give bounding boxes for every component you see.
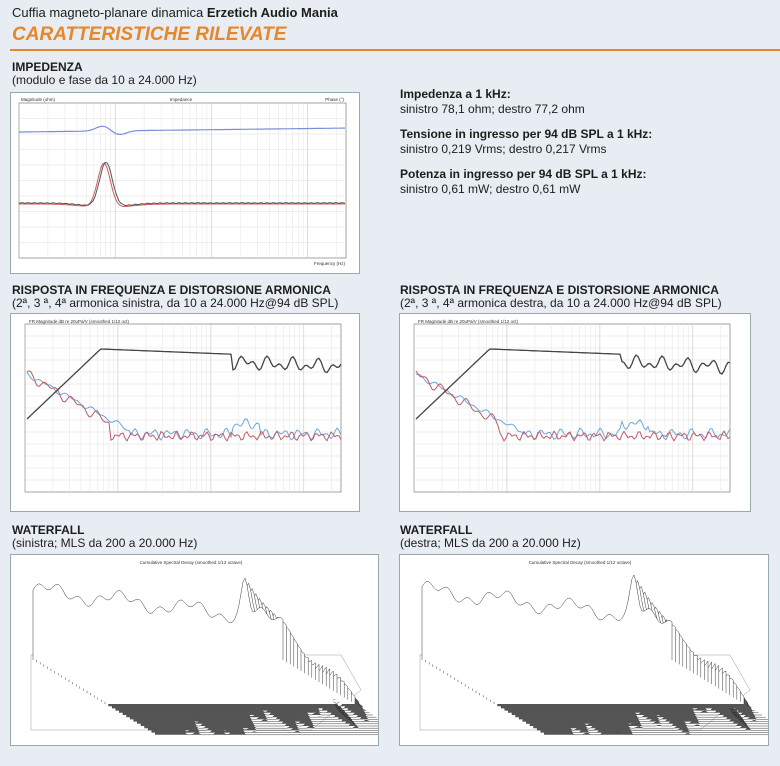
chart-label: Cumulative Spectral Decay (smoothed 1/12… — [529, 560, 632, 565]
curve — [421, 574, 673, 660]
measurement-label: Impedenza a 1 kHz: — [400, 87, 511, 101]
section-heading: IMPEDENZA — [12, 60, 83, 74]
curve — [26, 372, 342, 441]
subtitle-text: Cuffia magneto-planare dinamica — [12, 5, 204, 20]
chart-label: Impedance — [170, 97, 193, 102]
section-caption: (sinistra; MLS da 200 a 20.000 Hz) — [12, 536, 198, 550]
measurement-label: Tensione in ingresso per 94 dB SPL a 1 k… — [400, 127, 653, 141]
header-subtitle: Cuffia magneto-planare dinamica Erzetich… — [12, 5, 338, 20]
section-caption: (2ª, 3 ª, 4ª armonica sinistra, da 10 a … — [12, 296, 339, 310]
curve — [415, 348, 731, 420]
section-heading: WATERFALL — [400, 523, 473, 537]
curve — [26, 348, 342, 420]
chart-drawing: FR Magnitude dB re 20uPa/V (smoothed 1/1… — [24, 319, 342, 493]
section-heading: WATERFALL — [12, 523, 85, 537]
fr-chart: FR Magnitude dB re 20uPa/V (smoothed 1/1… — [399, 313, 751, 512]
chart-drawing: Cumulative Spectral Decay (smoothed 1/12… — [419, 560, 768, 736]
waterfall-chart: Cumulative Spectral Decay (smoothed 1/12… — [10, 554, 379, 746]
curve — [18, 161, 346, 207]
curve — [540, 712, 768, 733]
chart-drawing: FR Magnitude dB re 20uPa/V (smoothed 1/1… — [413, 319, 731, 493]
brand: Erzetich Audio Mania — [206, 5, 338, 20]
chart-drawing: Magnitude (ohm) Impedance Phase (°) Frequen… — [18, 97, 347, 266]
chart-label: Frequency (Hz) — [314, 261, 346, 266]
curve — [19, 163, 345, 208]
curve — [415, 370, 731, 442]
chart-label: Cumulative Spectral Decay (smoothed 1/12… — [140, 560, 243, 565]
measurement: Impedenza a 1 kHz: sinistro 78,1 ohm; des… — [400, 87, 585, 117]
measurement: Potenza in ingresso per 94 dB SPL a 1 kH… — [400, 167, 647, 197]
chart-label: Magnitude (ohm) — [21, 97, 56, 102]
section-heading: RISPOSTA IN FREQUENZA E DISTORSIONE ARMO… — [12, 283, 331, 297]
measurement: Tensione in ingresso per 94 dB SPL a 1 k… — [400, 127, 652, 157]
measurement-value: sinistro 0,219 Vrms; destro 0,217 Vrms — [400, 142, 607, 156]
chart-label: FR Magnitude dB re 20uPa/V (smoothed 1/1… — [29, 319, 130, 324]
page-title: CARATTERISTICHE RILEVATE — [12, 24, 287, 45]
curve — [155, 718, 378, 736]
section-caption: (destra; MLS da 200 a 20.000 Hz) — [400, 536, 581, 550]
chart-drawing: Cumulative Spectral Decay (smoothed 1/12… — [30, 560, 378, 736]
chart-label: FR Magnitude dB re 20uPa/V (smoothed 1/1… — [418, 319, 519, 324]
curve — [19, 125, 345, 135]
rule — [10, 49, 780, 51]
section-caption: (2ª, 3 ª, 4ª armonica destra, da 10 a 24… — [400, 296, 722, 310]
curve — [32, 577, 284, 660]
fr-chart: FR Magnitude dB re 20uPa/V (smoothed 1/1… — [10, 313, 360, 512]
measurement-value: sinistro 0,61 mW; destro 0,61 mW — [400, 182, 581, 196]
curve — [544, 716, 768, 736]
section-caption: (modulo e fase da 10 a 24.000 Hz) — [12, 73, 197, 87]
section-heading: RISPOSTA IN FREQUENZA E DISTORSIONE ARMO… — [400, 283, 719, 297]
chart-label: Phase (°) — [325, 97, 344, 102]
impedance-chart: Magnitude (ohm) Impedance Phase (°) Frequen… — [10, 92, 360, 274]
waterfall-chart: Cumulative Spectral Decay (smoothed 1/12… — [399, 554, 769, 746]
curve — [26, 370, 342, 442]
measurement-label: Potenza in ingresso per 94 dB SPL a 1 kH… — [400, 167, 647, 181]
measurement-value: sinistro 78,1 ohm; destro 77,2 ohm — [400, 102, 585, 116]
